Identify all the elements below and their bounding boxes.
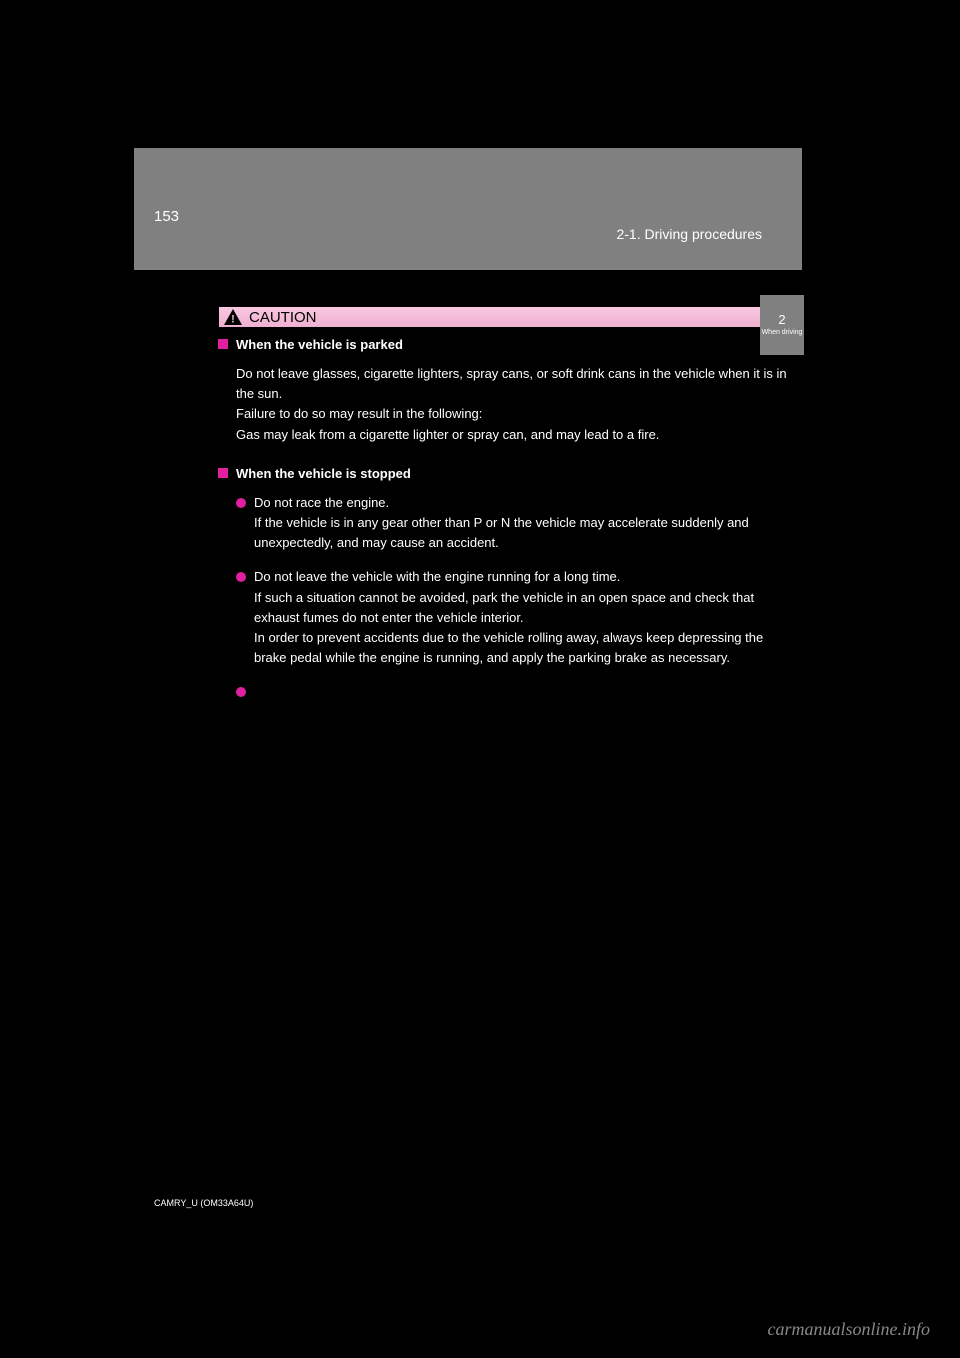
warning-icon: ! xyxy=(223,308,243,326)
list-item xyxy=(236,682,798,697)
section-item: When the vehicle is parked xyxy=(218,336,798,354)
bullet-text: Do not race the engine.If the vehicle is… xyxy=(254,493,798,553)
caution-label: CAUTION xyxy=(249,309,317,326)
watermark: carmanualsonline.info xyxy=(768,1319,931,1340)
list-item: Do not race the engine.If the vehicle is… xyxy=(236,493,798,553)
caution-header: ! CAUTION xyxy=(218,306,800,328)
page-container: 153 2-1. Driving procedures ! CAUTION Wh… xyxy=(134,148,802,1208)
section-item: When the vehicle is stopped xyxy=(218,465,798,483)
square-bullet-icon xyxy=(218,468,228,478)
round-bullet-icon xyxy=(236,498,246,508)
section-heading: When the vehicle is parked xyxy=(236,336,403,354)
bullet-text: Do not leave the vehicle with the engine… xyxy=(254,567,798,668)
side-tab-number: 2 xyxy=(778,312,785,327)
side-tab: 2 When driving xyxy=(760,295,804,355)
header-bar: 153 2-1. Driving procedures xyxy=(134,148,802,270)
side-tab-label: When driving xyxy=(762,329,803,337)
section-body: Do not leave glasses, cigarette lighters… xyxy=(236,364,798,445)
section-title: 2-1. Driving procedures xyxy=(616,226,762,242)
svg-text:!: ! xyxy=(231,314,235,326)
list-item: Do not leave the vehicle with the engine… xyxy=(236,567,798,668)
section-heading: When the vehicle is stopped xyxy=(236,465,411,483)
round-bullet-icon xyxy=(236,572,246,582)
page-number: 153 xyxy=(154,208,179,225)
round-bullet-icon xyxy=(236,687,246,697)
content-area: When the vehicle is parked Do not leave … xyxy=(218,336,798,703)
square-bullet-icon xyxy=(218,339,228,349)
